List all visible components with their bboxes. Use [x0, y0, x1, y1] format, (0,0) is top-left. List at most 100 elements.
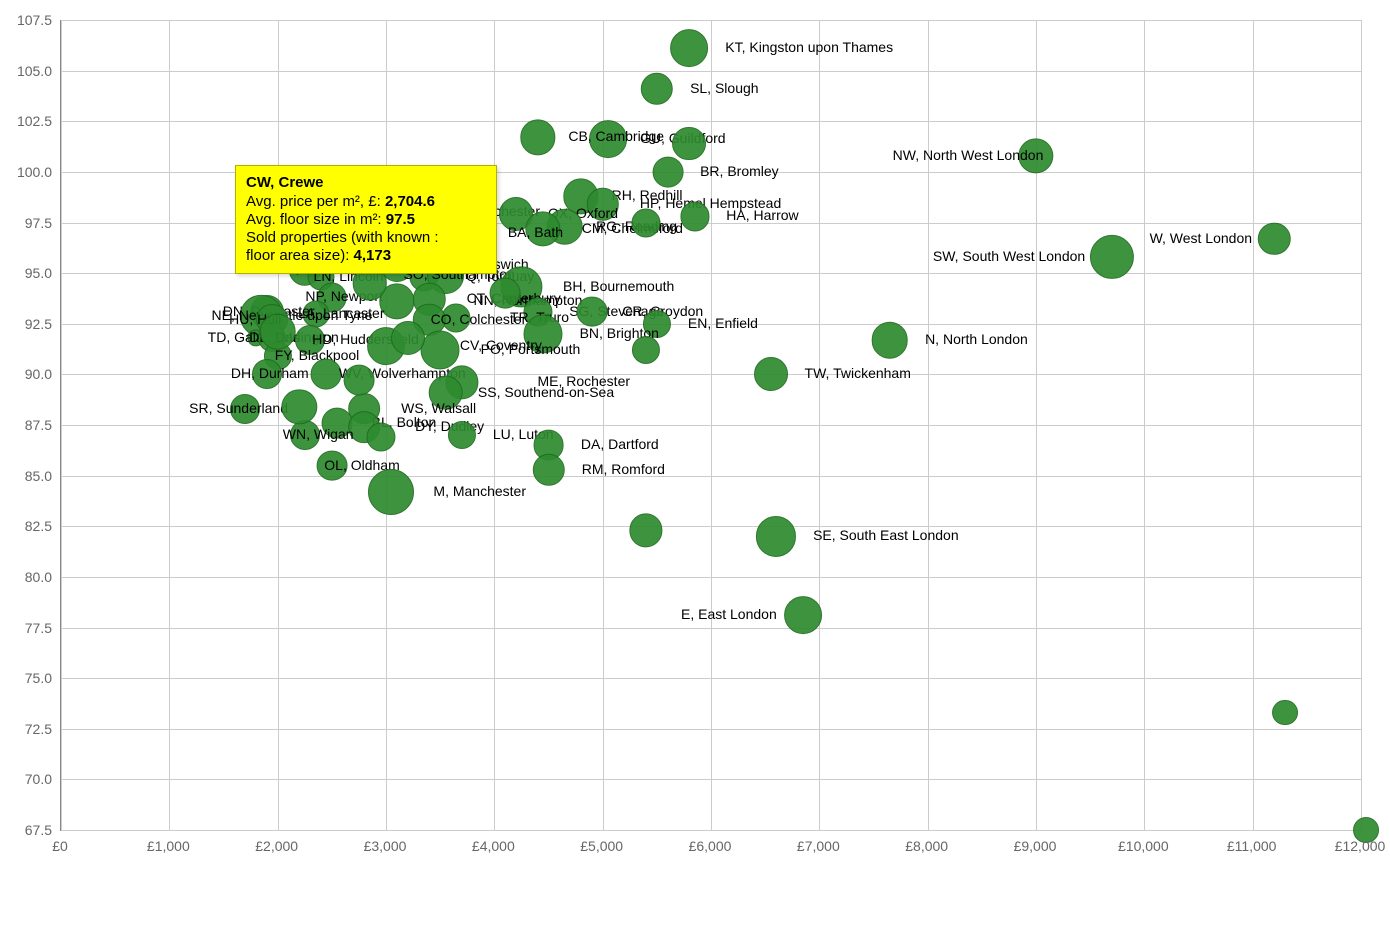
bubble-point[interactable] [670, 29, 708, 67]
bubble-point[interactable] [290, 420, 320, 450]
bubble-label: N, North London [925, 331, 1028, 347]
bubble-point[interactable] [421, 331, 460, 370]
bubble-point[interactable] [366, 423, 395, 452]
bubble-point[interactable] [311, 359, 342, 390]
bubble-label: DA, Dartford [581, 436, 659, 452]
bubble-point[interactable] [631, 208, 660, 237]
y-tick-label: 67.5 [0, 822, 52, 838]
x-tick-label: £11,000 [1227, 838, 1277, 854]
bubble-label: SS, Southend-on-Sea [478, 384, 614, 400]
bubble-point[interactable] [428, 375, 463, 410]
y-tick-label: 75.0 [0, 670, 52, 686]
bubble-point[interactable] [652, 156, 683, 187]
bubble-label: ME, Rochester [537, 373, 630, 389]
x-tick-label: £6,000 [689, 838, 732, 854]
y-tick-label: 92.5 [0, 316, 52, 332]
bubble-point[interactable] [629, 514, 662, 547]
y-tick-label: 87.5 [0, 417, 52, 433]
bubble-label: RM, Romford [582, 461, 665, 477]
bubble-point[interactable] [1018, 138, 1053, 173]
tooltip-row-value: 2,704.6 [385, 193, 435, 210]
y-tick-label: 80.0 [0, 569, 52, 585]
bubble-label: W, West London [1150, 230, 1252, 246]
bubble-label: SW, South West London [933, 248, 1085, 264]
gridline-h [61, 678, 1361, 679]
y-tick-label: 105.0 [0, 63, 52, 79]
gridline-h [61, 830, 1361, 831]
tooltip-row: Sold properties (with known : [246, 229, 486, 246]
bubble-point[interactable] [680, 202, 709, 231]
bubble-point[interactable] [589, 121, 627, 159]
bubble-point[interactable] [230, 394, 260, 424]
gridline-h [61, 628, 1361, 629]
bubble-label: EN, Enfield [688, 315, 758, 331]
y-tick-label: 95.0 [0, 265, 52, 281]
bubble-label: BH, Bournemouth [563, 278, 674, 294]
bubble-point[interactable] [784, 596, 822, 634]
bubble-point[interactable] [259, 314, 296, 351]
bubble-point[interactable] [532, 453, 564, 485]
bubble-point[interactable] [282, 389, 317, 424]
bubble-point[interactable] [871, 322, 908, 359]
bubble-label: SE, South East London [813, 527, 959, 543]
gridline-v [1361, 20, 1362, 830]
bubble-label: M, Manchester [433, 483, 526, 499]
bubble-point[interactable] [672, 127, 706, 161]
bubble-label: E, East London [681, 606, 777, 622]
bubble-point[interactable] [641, 73, 673, 105]
tooltip-row-label: floor area size): [246, 247, 349, 264]
bubble-point[interactable] [316, 450, 347, 481]
tooltip-row: Avg. floor size in m²: 97.5 [246, 211, 486, 228]
bubble-chart: CW, Crewe KT, Kingston upon Thames SL, Slo… [0, 0, 1390, 940]
y-tick-label: 72.5 [0, 721, 52, 737]
bubble-point[interactable] [643, 310, 671, 338]
bubble-label: SL, Slough [690, 80, 759, 96]
x-tick-label: £2,000 [255, 838, 298, 854]
x-tick-label: £0 [52, 838, 68, 854]
bubble-point[interactable] [586, 188, 618, 220]
bubble-point[interactable] [520, 120, 555, 155]
bubble-point[interactable] [754, 357, 788, 391]
y-tick-label: 107.5 [0, 12, 52, 28]
bubble-label: KT, Kingston upon Thames [725, 39, 893, 55]
gridline-h [61, 729, 1361, 730]
bubble-point[interactable] [1090, 235, 1134, 279]
bubble-point[interactable] [252, 359, 282, 389]
x-tick-label: £10,000 [1118, 838, 1169, 854]
bubble-point[interactable] [295, 325, 325, 355]
bubble-label: RH, Redhill [612, 187, 683, 203]
bubble-point[interactable] [302, 300, 329, 327]
bubble-point[interactable] [1272, 700, 1298, 726]
y-tick-label: 90.0 [0, 366, 52, 382]
gridline-h [61, 779, 1361, 780]
y-tick-label: 85.0 [0, 468, 52, 484]
gridline-h [61, 526, 1361, 527]
y-tick-label: 70.0 [0, 771, 52, 787]
x-tick-label: £1,000 [147, 838, 190, 854]
gridline-h [61, 121, 1361, 122]
x-tick-label: £9,000 [1014, 838, 1057, 854]
bubble-label: TW, Twickenham [805, 365, 911, 381]
y-tick-label: 82.5 [0, 518, 52, 534]
bubble-point[interactable] [343, 365, 374, 396]
bubble-point[interactable] [448, 421, 476, 449]
gridline-h [61, 71, 1361, 72]
bubble-point[interactable] [756, 516, 796, 556]
gridline-h [61, 476, 1361, 477]
bubble-point[interactable] [490, 278, 521, 309]
bubble-label: HA, Harrow [726, 207, 798, 223]
y-tick-label: 102.5 [0, 113, 52, 129]
x-tick-label: £12,000 [1335, 838, 1386, 854]
tooltip-row-label: Sold properties (with known : [246, 229, 439, 246]
tooltip-title: CW, Crewe [246, 174, 486, 191]
bubble-point[interactable] [442, 303, 471, 332]
bubble-point[interactable] [391, 321, 425, 355]
bubble-point[interactable] [576, 296, 607, 327]
bubble-point[interactable] [368, 469, 414, 515]
tooltip-row-label: Avg. price per m², £: [246, 193, 381, 210]
x-tick-label: £3,000 [364, 838, 407, 854]
bubble-point[interactable] [1258, 222, 1290, 254]
bubble-point[interactable] [524, 314, 563, 353]
x-tick-label: £5,000 [580, 838, 623, 854]
bubble-point[interactable] [632, 336, 660, 364]
